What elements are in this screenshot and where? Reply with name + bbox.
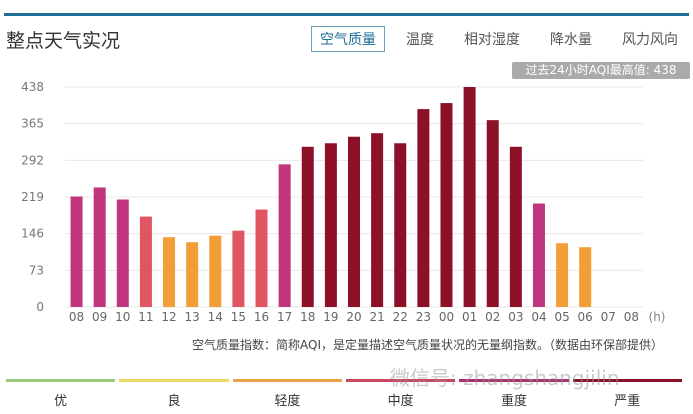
legend-label: 中度 xyxy=(387,394,414,409)
bar[interactable] xyxy=(463,87,476,307)
bar[interactable] xyxy=(93,187,106,307)
x-tick-label: 21 xyxy=(369,310,384,324)
x-tick-label: 03 xyxy=(508,310,523,324)
legend-label: 重度 xyxy=(500,394,527,409)
bar[interactable] xyxy=(70,196,83,307)
bar[interactable] xyxy=(278,164,291,307)
bar[interactable] xyxy=(440,103,453,307)
y-tick-label: 73 xyxy=(29,263,44,277)
y-tick-label: 0 xyxy=(36,300,44,314)
x-tick-label: 10 xyxy=(115,310,130,324)
tab-precipitation[interactable]: 降水量 xyxy=(550,32,592,48)
legend-swatch xyxy=(6,379,116,382)
legend-good: 优 xyxy=(6,379,116,409)
bar[interactable] xyxy=(209,235,222,307)
x-tick-label: 04 xyxy=(531,310,546,324)
legend-label: 良 xyxy=(167,394,181,409)
bar[interactable] xyxy=(324,143,337,307)
x-tick-label: 08 xyxy=(624,310,639,324)
y-tick-label: 438 xyxy=(21,80,44,94)
bar[interactable] xyxy=(486,120,499,307)
legend-label: 轻度 xyxy=(274,394,301,409)
bar[interactable] xyxy=(301,146,314,307)
x-tick-label: 08 xyxy=(69,310,84,324)
top-accent-line xyxy=(4,13,689,16)
y-tick-label: 365 xyxy=(21,117,44,131)
page-title: 整点天气实况 xyxy=(6,30,121,52)
legend-label: 优 xyxy=(54,394,68,409)
bar[interactable] xyxy=(116,199,129,307)
x-tick-label: 22 xyxy=(393,310,408,324)
x-tick-label: 19 xyxy=(323,310,338,324)
y-tick-label: 146 xyxy=(21,227,44,241)
x-tick-label: 15 xyxy=(231,310,246,324)
x-tick-label: 18 xyxy=(300,310,315,324)
bar[interactable] xyxy=(348,136,360,307)
legend-swatch xyxy=(572,379,682,382)
x-tick-label: 06 xyxy=(578,310,593,324)
legend-label: 严重 xyxy=(614,394,641,409)
bar[interactable] xyxy=(139,216,152,307)
legend-swatch xyxy=(459,379,569,382)
tab-humidity[interactable]: 相对湿度 xyxy=(464,32,520,48)
x-tick-label: 12 xyxy=(161,310,176,324)
legend-moderate: 中度 xyxy=(345,379,456,409)
x-axis-unit: (h) xyxy=(649,310,666,324)
x-tick-label: 20 xyxy=(346,310,361,324)
legend-swatch xyxy=(345,379,456,382)
x-tick-label: 14 xyxy=(208,310,223,324)
aqi-bar-chart: 0 73 146 219 292 365 438 08 09 10 11 12 13 14 15 16 17 18… xyxy=(21,80,666,324)
legend-heavy: 重度 xyxy=(459,379,569,409)
x-tick-label: 11 xyxy=(138,310,153,324)
bar[interactable] xyxy=(532,203,545,307)
bar[interactable] xyxy=(255,209,268,307)
bar[interactable] xyxy=(509,146,522,307)
legend-swatch xyxy=(232,379,342,382)
x-tick-label: 01 xyxy=(462,310,477,324)
x-tick-label: 16 xyxy=(254,310,269,324)
bar[interactable] xyxy=(232,230,245,307)
y-tick-label: 219 xyxy=(21,190,44,204)
aqi-legend: 优 良 轻度 中度 重度 严重 xyxy=(6,379,686,409)
y-tick-label: 292 xyxy=(21,153,44,167)
tab-bar: 空气质量 温度 相对湿度 降水量 风力风向 xyxy=(299,26,687,52)
bar[interactable] xyxy=(163,237,176,307)
x-tick-label: 00 xyxy=(439,310,454,324)
x-tick-label: 07 xyxy=(601,310,616,324)
legend-fair: 良 xyxy=(119,379,229,409)
x-tick-label: 13 xyxy=(185,310,200,324)
x-tick-label: 09 xyxy=(92,310,107,324)
bar[interactable] xyxy=(186,242,199,307)
max-aqi-badge: 过去24小时AQI最高值: 438 xyxy=(512,62,690,79)
x-tick-label: 02 xyxy=(485,310,500,324)
bar[interactable] xyxy=(417,109,430,307)
tab-wind[interactable]: 风力风向 xyxy=(622,32,678,48)
footnote: 空气质量指数：简称AQI，是定量描述空气质量状况的无量纲指数。（数据由环保部提供… xyxy=(192,338,663,352)
bar[interactable] xyxy=(579,247,592,307)
legend-swatch xyxy=(119,379,229,382)
tab-air-quality[interactable]: 空气质量 xyxy=(311,26,385,52)
legend-light: 轻度 xyxy=(232,379,342,409)
bar[interactable] xyxy=(371,133,384,307)
x-tick-label: 05 xyxy=(554,310,569,324)
tab-temperature[interactable]: 温度 xyxy=(406,32,434,48)
x-tick-label: 23 xyxy=(416,310,431,324)
bar[interactable] xyxy=(556,243,569,307)
watermark: 微信号: zhangshangjilin xyxy=(390,366,620,390)
bar[interactable] xyxy=(394,143,407,307)
legend-severe: 严重 xyxy=(572,379,682,409)
x-tick-label: 17 xyxy=(277,310,292,324)
